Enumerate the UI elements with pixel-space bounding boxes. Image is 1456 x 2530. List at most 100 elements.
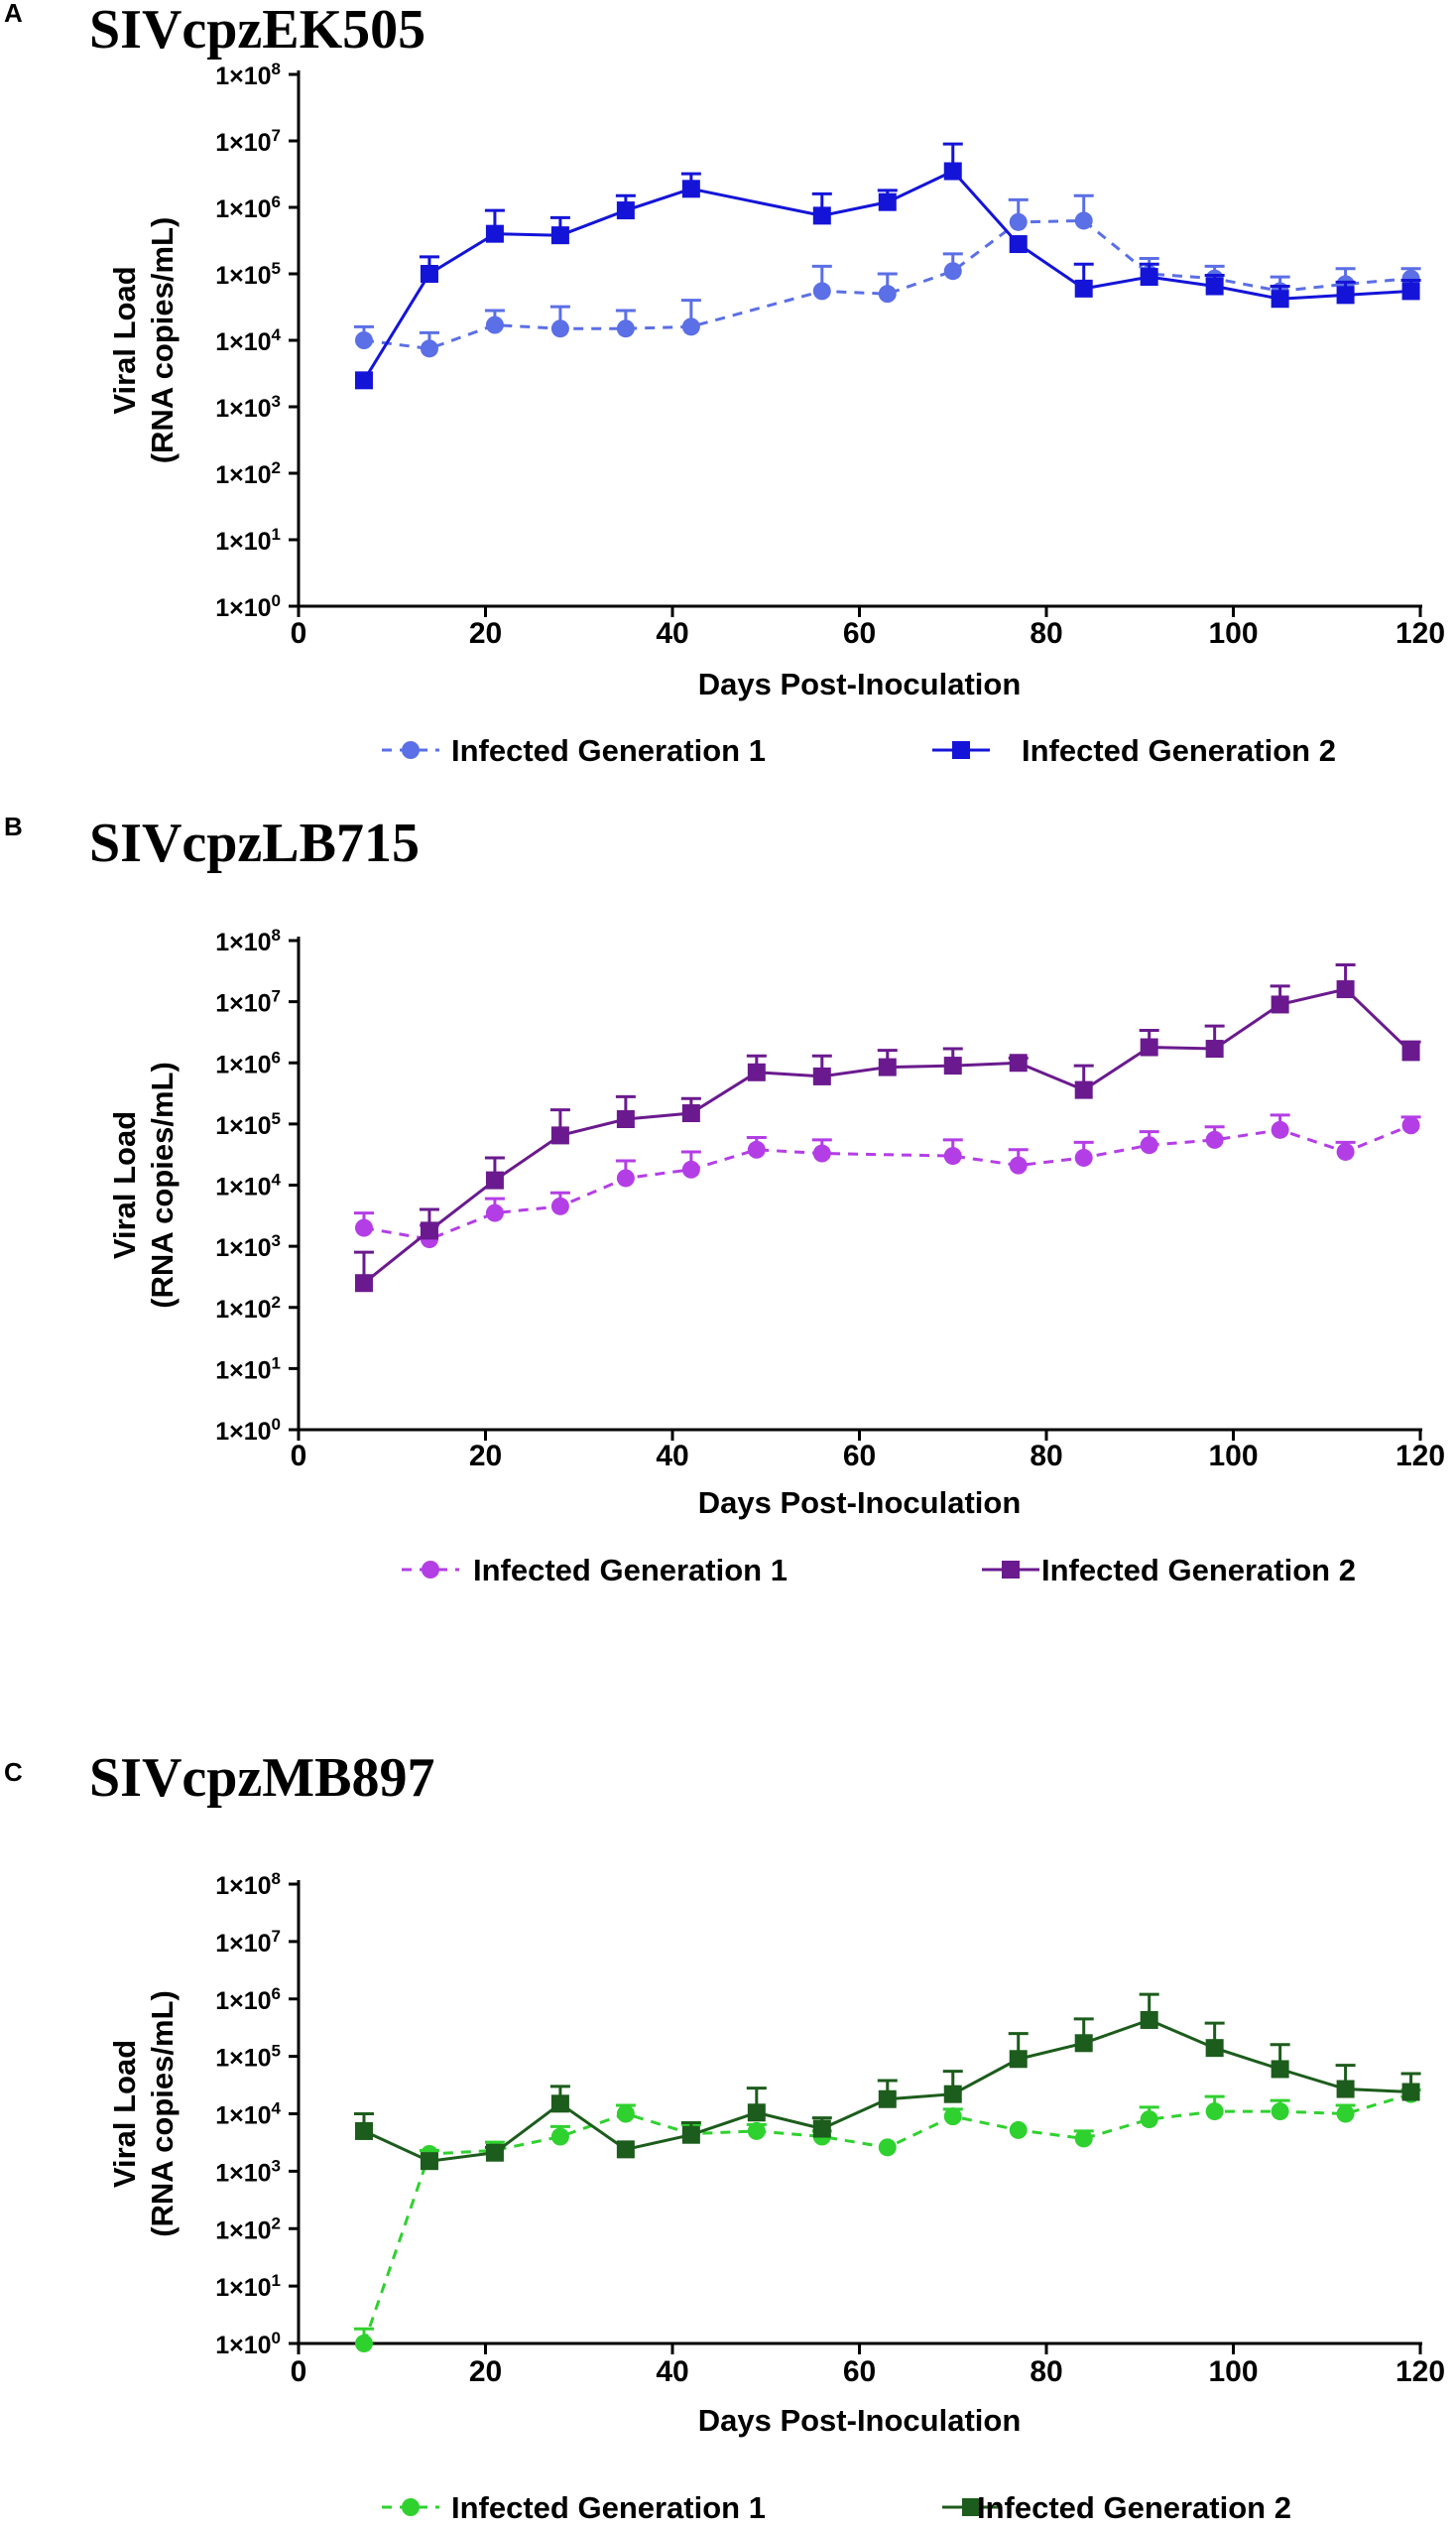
y-axis-label: Viral Load <box>107 2040 142 2188</box>
legend-label: Infected Generation 2 <box>1022 733 1336 768</box>
data-point <box>681 2125 700 2144</box>
y-axis-label: (RNA copies/mL) <box>145 217 180 464</box>
legend-item-1: Infected Generation 1 <box>402 1553 788 1587</box>
data-point <box>943 2085 962 2103</box>
legend-label: Infected Generation 1 <box>451 2490 766 2525</box>
x-tick-label: 0 <box>291 2355 307 2388</box>
y-axis-label: Viral Load <box>107 266 142 414</box>
legend-item-1: Infected Generation 1 <box>382 2490 766 2525</box>
data-point <box>485 224 504 243</box>
data-point <box>681 180 700 198</box>
data-point <box>1009 2120 1028 2139</box>
data-point <box>812 1144 831 1163</box>
data-point <box>1336 2104 1355 2123</box>
data-point <box>1140 2110 1158 2129</box>
x-tick-label: 20 <box>469 617 502 650</box>
data-point <box>616 319 635 338</box>
legend-swatch-marker <box>422 1561 439 1579</box>
data-point <box>812 1067 831 1085</box>
x-tick-label: 0 <box>291 617 307 650</box>
data-point <box>1074 1080 1093 1099</box>
chart-panel-b: B SIVcpzLB715 1×100 1×101 1×102 1×103 1×104 1×1… <box>4 812 1445 1587</box>
legend-label: Infected Generation 2 <box>1041 1553 1356 1587</box>
data-point <box>1140 268 1158 287</box>
data-point <box>1271 2102 1289 2121</box>
y-axis-label: Viral Load <box>107 1111 142 1259</box>
y-tick-label: 1×102 <box>215 458 281 489</box>
data-point <box>747 2103 766 2122</box>
data-point <box>681 1160 700 1179</box>
data-point <box>943 1057 962 1075</box>
data-point <box>1009 1054 1028 1073</box>
legend-swatch-marker <box>402 741 420 759</box>
data-point <box>812 206 831 225</box>
y-tick-label: 1×104 <box>215 325 281 356</box>
x-tick-label: 100 <box>1208 2355 1258 2388</box>
x-axis-label: Days Post-Inoculation <box>698 667 1022 701</box>
data-point <box>943 162 962 181</box>
data-point <box>420 2152 438 2171</box>
y-tick-label: 1×101 <box>215 525 281 556</box>
x-tick-label: 100 <box>1208 1440 1258 1472</box>
legend-label: Infected Generation 2 <box>977 2490 1291 2525</box>
y-tick-label: 1×107 <box>215 126 281 157</box>
data-point <box>1271 995 1289 1014</box>
panel-letter: C <box>4 1757 23 1787</box>
x-tick-label: 120 <box>1395 2355 1445 2388</box>
legend-label: Infected Generation 1 <box>473 1553 788 1587</box>
data-point <box>550 319 569 338</box>
x-axis-label: Days Post-Inoculation <box>698 2403 1022 2438</box>
y-tick-label: 1×105 <box>215 2042 281 2073</box>
series-line <box>363 1123 1412 1241</box>
legend-swatch-marker <box>952 741 970 759</box>
panel-letter: B <box>4 812 23 841</box>
data-point <box>550 2094 569 2113</box>
data-point <box>878 2089 897 2108</box>
data-point <box>1401 1043 1420 1062</box>
chart-title: SIVcpzMB897 <box>89 1747 434 1809</box>
data-point <box>943 2107 962 2126</box>
y-tick-label: 1×102 <box>215 1293 281 1324</box>
data-point <box>1074 279 1093 298</box>
x-tick-label: 60 <box>843 2355 876 2388</box>
data-point <box>420 265 438 283</box>
series-line <box>362 169 1411 382</box>
x-tick-label: 120 <box>1395 1440 1445 1472</box>
data-point <box>747 1063 766 1081</box>
data-point <box>1271 290 1289 309</box>
y-tick-label: 1×107 <box>215 987 281 1018</box>
chart-panel-c: C SIVcpzMB897 1×100 1×101 1×102 1×103 1×104 1×1… <box>4 1747 1445 2525</box>
data-point <box>1009 2050 1028 2069</box>
data-point <box>354 2335 373 2352</box>
y-tick-label: 1×101 <box>215 1353 281 1384</box>
y-tick-label: 1×105 <box>215 259 281 290</box>
data-point <box>1140 2010 1158 2029</box>
data-point <box>550 1126 569 1145</box>
data-point <box>878 192 897 211</box>
x-tick-label: 60 <box>843 617 876 650</box>
y-tick-label: 1×106 <box>215 1048 281 1078</box>
data-point <box>747 1140 766 1159</box>
x-axis-label: Days Post-Inoculation <box>698 1485 1022 1520</box>
x-tick-label: 60 <box>843 1440 876 1472</box>
y-tick-label: 1×108 <box>215 1869 281 1900</box>
data-point <box>485 1203 504 1222</box>
y-tick-label: 1×103 <box>215 2156 281 2187</box>
x-tick-label: 40 <box>656 2355 688 2388</box>
series-2 <box>353 963 1421 1293</box>
data-point <box>485 316 504 334</box>
data-point <box>681 1104 700 1123</box>
y-axis-label: (RNA copies/mL) <box>145 1990 180 2237</box>
data-point <box>1205 1040 1224 1059</box>
series-1 <box>353 1113 1421 1249</box>
x-tick-label: 80 <box>1030 1440 1062 1472</box>
series-line <box>363 987 1412 1285</box>
data-point <box>550 2127 569 2146</box>
data-point <box>943 262 962 281</box>
chart-panel-a: A SIVcpzEK505 1×100 1×101 1×102 1×103 1×104 1×1… <box>4 0 1445 768</box>
data-point <box>354 371 373 390</box>
x-tick-label: 20 <box>469 2355 502 2388</box>
x-tick-label: 40 <box>656 1440 688 1472</box>
data-point <box>1336 2080 1355 2098</box>
data-point <box>1140 1136 1158 1155</box>
